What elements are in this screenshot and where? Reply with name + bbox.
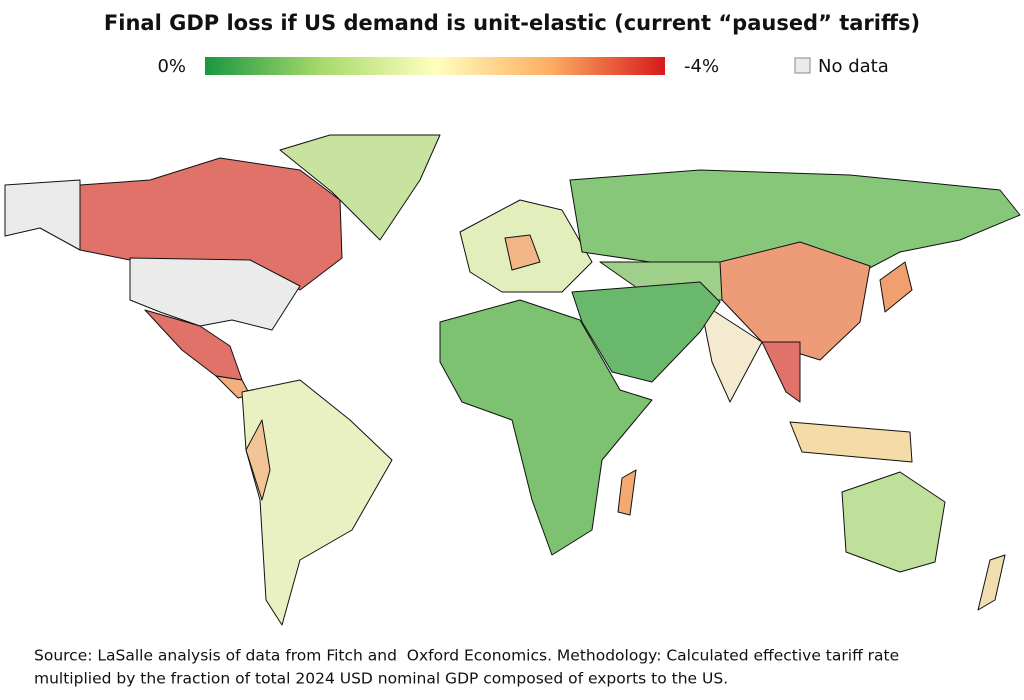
alaska (4, 179, 81, 251)
map-title: Final GDP loss if US demand is unit-elas… (104, 11, 920, 35)
usa (129, 257, 301, 331)
greenland (279, 134, 441, 241)
australia (841, 471, 946, 573)
central-europe (504, 234, 541, 271)
russia (569, 169, 1021, 273)
source-note: Source: LaSalle analysis of data from Fi… (34, 647, 899, 665)
southeast-asia (761, 341, 801, 403)
china (719, 241, 871, 361)
africa (439, 299, 653, 556)
middle-east (571, 281, 721, 383)
world-map (4, 134, 1021, 626)
japan (879, 261, 913, 313)
new-zealand (977, 554, 1006, 611)
peru (245, 419, 271, 501)
legend-min-label: 0% (157, 56, 186, 77)
source-note: multiplied by the fraction of total 2024… (34, 670, 728, 688)
legend-no-data-label: No data (818, 56, 889, 77)
canada (79, 157, 343, 291)
legend-max-label: -4% (684, 56, 719, 77)
madagascar (617, 469, 637, 516)
india (699, 301, 763, 403)
color-scale (205, 57, 665, 75)
south-america (241, 379, 393, 626)
no-data-swatch (794, 57, 811, 74)
indonesia (789, 421, 913, 463)
